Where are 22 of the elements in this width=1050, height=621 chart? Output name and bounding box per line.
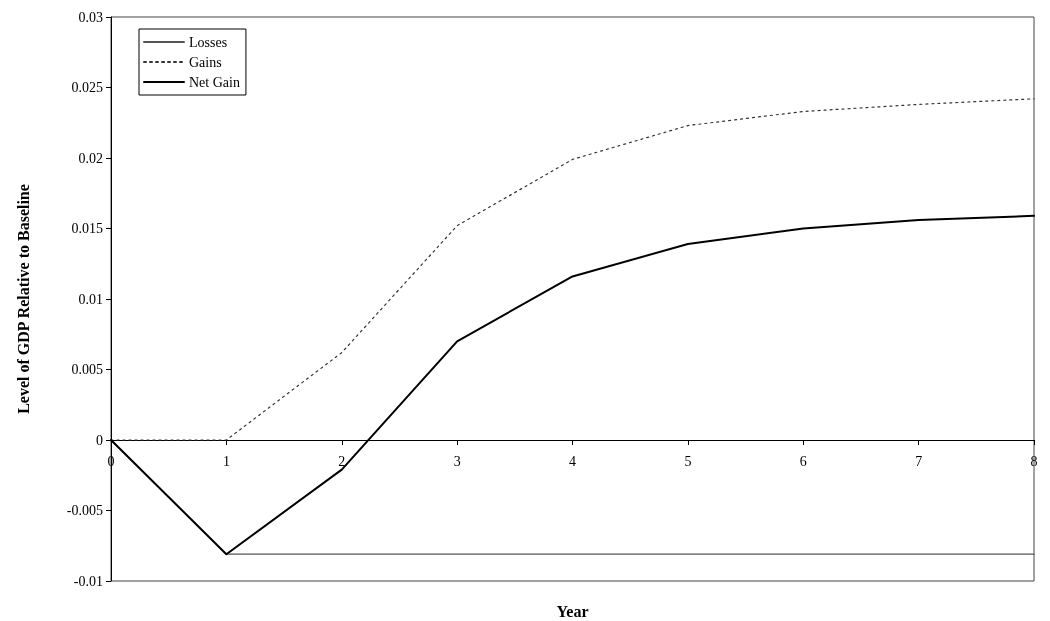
y-tick-label: 0.015 [71,221,103,236]
legend-label: Net Gain [189,74,240,90]
y-tick-label: -0.005 [66,503,103,518]
x-axis-title: Year [556,602,589,620]
y-tick-label: 0.005 [71,362,103,377]
x-tick-label: 6 [799,453,807,469]
x-tick-label: 3 [453,453,461,469]
x-tick-label: 8 [1030,453,1038,469]
x-tick-label: 4 [569,453,576,469]
y-tick-label: 0.03 [78,9,103,25]
x-tick-label: 1 [222,453,230,469]
y-tick-label: 0.01 [78,291,103,307]
legend-label: Gains [189,54,222,70]
x-tick-label: 2 [338,453,346,469]
x-tick-label: 5 [684,453,692,469]
y-tick-label: 0.02 [78,150,103,166]
y-tick-label: -0.01 [73,573,103,589]
legend-label: Losses [189,34,228,50]
y-axis-title: Level of GDP Relative to Baseline [14,184,32,414]
x-tick-label: 7 [915,453,923,469]
y-tick-label: 0.025 [71,80,103,95]
y-tick-label: 0 [96,432,103,448]
